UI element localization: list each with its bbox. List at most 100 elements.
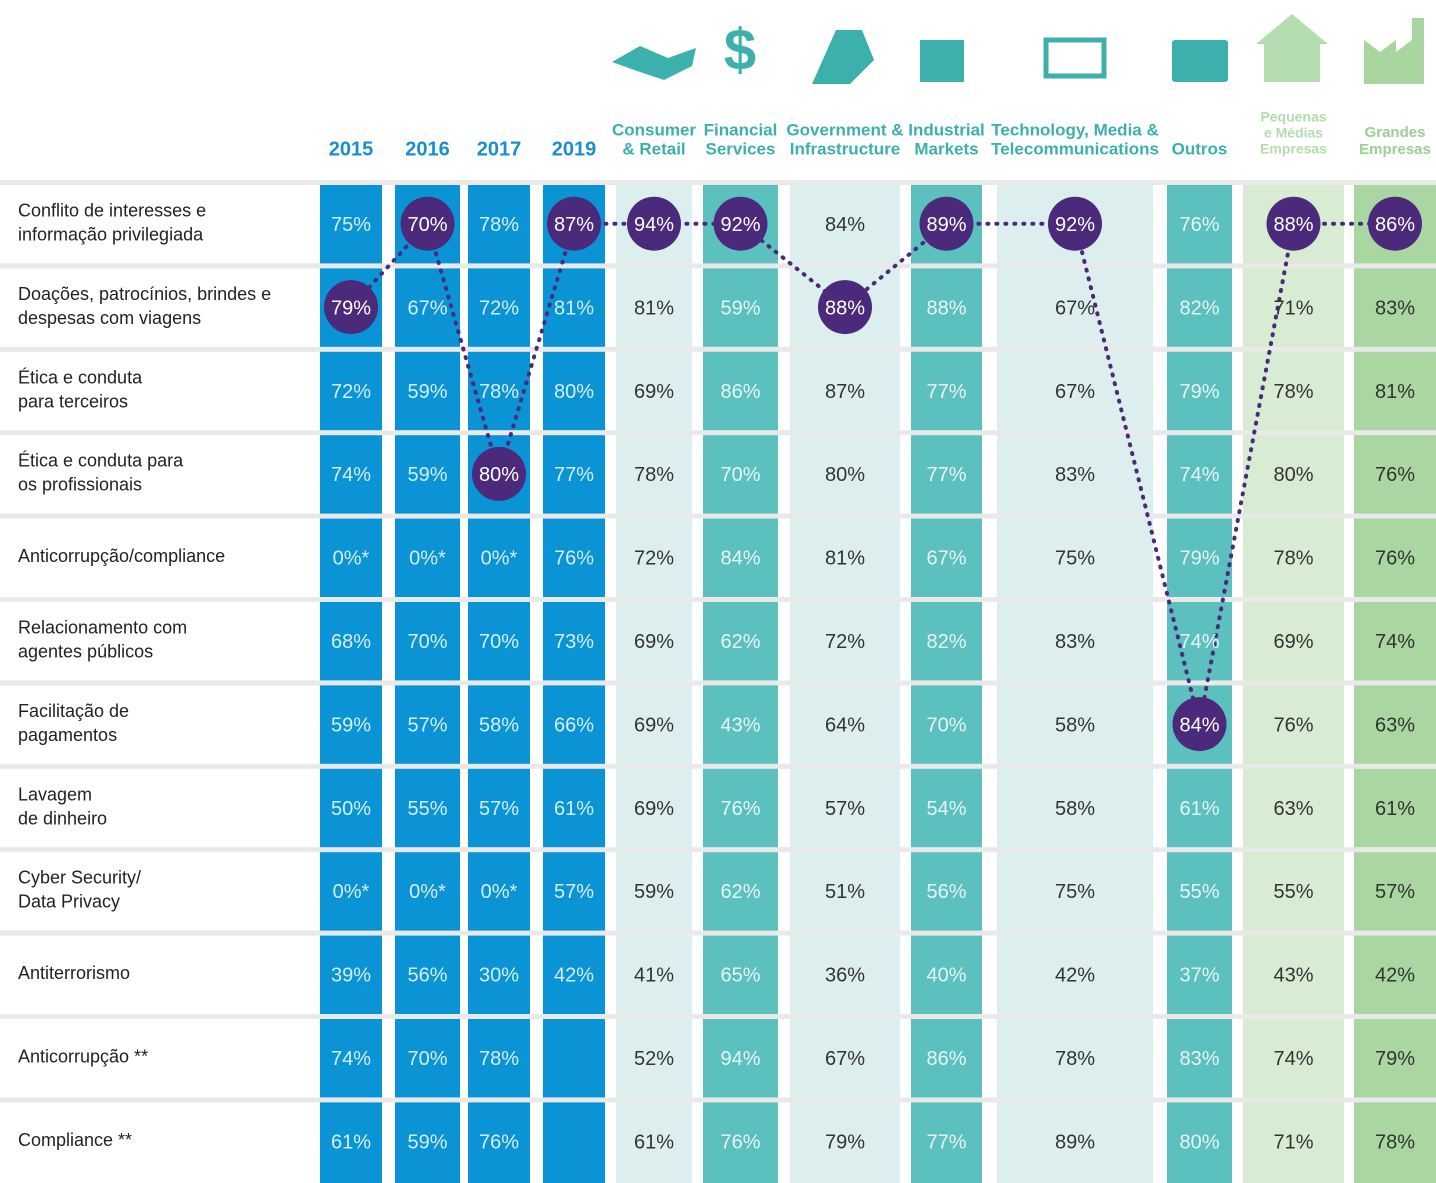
cell-value: 80% [1273,464,1313,486]
row-label: Anticorrupção/compliance [18,546,225,566]
cell-value: 61% [331,1131,371,1153]
row-label: informação privilegiada [18,224,204,244]
highlight-circle [400,196,455,251]
cell-value: 0%* [481,548,518,570]
cell-value: 37% [1179,965,1219,987]
cell-value: 51% [825,881,865,903]
row-separator [0,346,1436,352]
icon-road [812,30,874,84]
cell-value: 89% [1055,1131,1095,1153]
cell-value: 80% [479,464,519,486]
icon-handshake [612,46,696,80]
icon-laptop [1043,37,1107,79]
cell-value: 78% [1055,1048,1095,1070]
column-header: Technology, Media & [991,120,1159,139]
cell-value: 59% [331,714,371,736]
cell-value: 59% [407,464,447,486]
cell-value: 74% [1273,1048,1313,1070]
row-label: Data Privacy [18,892,120,912]
cell-value: 84% [1179,714,1219,736]
column-header: Grandes [1365,124,1426,141]
cell-value: 79% [331,297,371,319]
cell-value: 59% [407,1131,447,1153]
highlight-circle [713,196,768,251]
cell-value: 64% [825,714,865,736]
row-label: Relacionamento com [18,617,187,637]
cell-value: 78% [479,1048,519,1070]
cell-value: 61% [634,1131,674,1153]
row-label: Doações, patrocínios, brindes e [18,284,271,304]
row-label: Ética e conduta [18,367,143,387]
cell-value: 77% [926,381,966,403]
cell-value: 88% [926,297,966,319]
column-header: Pequenas [1260,109,1326,125]
row-label: para terceiros [18,391,128,411]
row-label: pagamentos [18,725,117,745]
cell-value: 79% [1179,548,1219,570]
cell-value: 43% [1273,965,1313,987]
cell-value: 77% [926,1131,966,1153]
cell-value: 79% [1179,381,1219,403]
cell-value: 78% [1375,1131,1415,1153]
cell-value: 84% [720,548,760,570]
column-header: Consumer [612,120,696,139]
cell-value: 52% [634,1048,674,1070]
highlight-circle [547,196,601,251]
cell-value: 76% [479,1131,519,1153]
highlight-circle [1172,697,1227,752]
cell-value: 78% [634,464,674,486]
cell-value: 73% [554,631,594,653]
row-separator [0,430,1436,436]
cell-value: 94% [720,1048,760,1070]
cell-value: 76% [1375,548,1415,570]
cell-value: 69% [634,631,674,653]
column-header: Infrastructure [790,139,901,158]
cell-value: 63% [1273,798,1313,820]
cell-value: 57% [479,798,519,820]
cell-value: 69% [1273,631,1313,653]
highlight-circle [1368,196,1422,251]
cell-value: 57% [407,714,447,736]
cell-value: 69% [634,381,674,403]
cell-value: 67% [407,297,447,319]
cell-value: 76% [720,1131,760,1153]
row-label: Lavagem [18,784,92,804]
cell-value: 84% [825,214,865,236]
row-label: Cyber Security/ [18,868,141,888]
column-header: Industrial [908,120,985,139]
cell-value: 59% [407,381,447,403]
column-header: Empresas [1260,141,1327,157]
cell-value: 56% [926,881,966,903]
cell-value: 0%* [333,548,370,570]
cell-value: 70% [926,714,966,736]
cell-value: 74% [331,1048,371,1070]
cell-value: 81% [554,297,594,319]
cell-value: 70% [407,1048,447,1070]
row-separator [0,930,1436,936]
row-label: de dinheiro [18,808,107,828]
cell-value: 59% [720,297,760,319]
cell-value: 78% [479,381,519,403]
cell-value: 81% [825,548,865,570]
row-label: despesas com viagens [18,308,201,328]
cell-value: 92% [720,214,760,236]
cell-value: 77% [926,464,966,486]
cell-value: 78% [1273,548,1313,570]
cell-value: 57% [1375,881,1415,903]
cell-value: 63% [1375,714,1415,736]
cell-value: 77% [554,464,594,486]
cell-value: 42% [554,965,594,987]
cell-value: 78% [1273,381,1313,403]
icon-house [1256,14,1328,82]
cell-value: 43% [720,714,760,736]
highlight-circle [324,280,378,335]
cell-value: 30% [479,965,519,987]
row-label: Compliance ** [18,1130,132,1150]
cell-value: 40% [926,965,966,987]
cell-value: 55% [407,798,447,820]
row-separator [0,1014,1436,1019]
row-separator [0,1097,1436,1103]
cell-value: 70% [479,631,519,653]
highlight-circle [1048,196,1102,251]
